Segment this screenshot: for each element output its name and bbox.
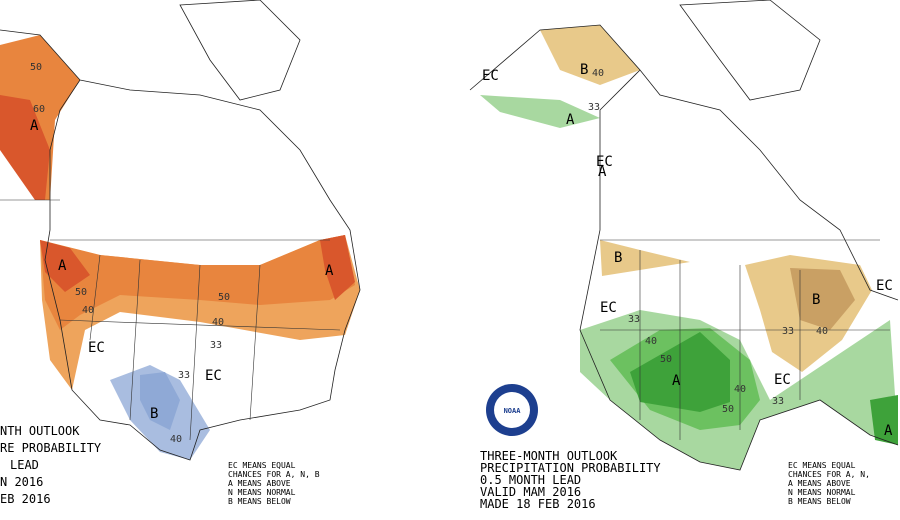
right-labels: EC B 40 33 A B EC 33 50 40 A B 33 40 EC … [482, 62, 893, 439]
contour-label: 33 [178, 370, 190, 381]
ec-label: EC [88, 340, 105, 356]
above-region [480, 95, 600, 128]
contour-label: 33 [628, 314, 640, 325]
below-strong-region [790, 268, 855, 330]
category-label: A [566, 112, 575, 128]
title-line: PRECIPITATION PROBABILITY [480, 461, 661, 475]
right-map: NOAA [469, 0, 899, 471]
above-strong-region [320, 235, 355, 300]
greenland [679, 0, 821, 101]
below-strong-region [140, 372, 180, 430]
category-label: B [812, 292, 820, 308]
above-strong-region [0, 95, 50, 200]
left-labels: 50 60 A A A 50 40 50 40 33 EC 33 EC B 40 [30, 62, 334, 445]
coastline [469, 24, 899, 471]
legend-line: A MEANS ABOVE [228, 479, 291, 488]
below-region [600, 240, 690, 276]
title-line: VALID MAM 2016 [480, 485, 581, 499]
above-region [40, 235, 355, 330]
category-label: A [598, 164, 607, 180]
ec-label: EC [596, 154, 613, 170]
below-region [540, 25, 640, 85]
legend-line: CHANCES FOR A, N, B [228, 470, 320, 479]
category-label: A [672, 373, 681, 389]
category-label: A [30, 118, 39, 134]
left-title: NTH OUTLOOK RE PROBABILITY LEAD N 2016 E… [0, 424, 102, 506]
title-line: RE PROBABILITY [0, 441, 102, 455]
right-legend: EC MEANS EQUAL CHANCES FOR A, N, A MEANS… [788, 461, 870, 506]
above-strong-region [40, 240, 90, 292]
category-label: B [150, 406, 158, 422]
title-line: NTH OUTLOOK [0, 424, 80, 438]
title-line: N 2016 [0, 475, 43, 489]
ec-label: EC [482, 68, 499, 84]
greenland [179, 0, 301, 101]
contour-label: 40 [592, 68, 604, 79]
left-map [0, 0, 361, 461]
contour-label: 40 [645, 336, 657, 347]
left-legend: EC MEANS EQUAL CHANCES FOR A, N, B A MEA… [228, 461, 320, 506]
contour-label: 50 [218, 292, 230, 303]
contour-label: 50 [722, 404, 734, 415]
contour-label: 40 [212, 317, 224, 328]
category-label: A [884, 423, 893, 439]
title-line: EB 2016 [0, 492, 51, 506]
title-line: LEAD [10, 458, 39, 472]
logo-text: NOAA [504, 407, 522, 415]
category-label: A [58, 258, 67, 274]
legend-line: A MEANS ABOVE [788, 479, 851, 488]
ec-label: EC [774, 372, 791, 388]
legend-line: EC MEANS EQUAL [228, 461, 296, 470]
noaa-logo-inner [494, 392, 530, 428]
ec-label: EC [600, 300, 617, 316]
contour-label: 40 [170, 434, 182, 445]
legend-line: N MEANS NORMAL [788, 488, 856, 497]
category-label: B [580, 62, 588, 78]
contour-label: 60 [33, 104, 45, 115]
category-label: B [614, 250, 622, 266]
border [0, 199, 341, 441]
contour-label: 40 [734, 384, 746, 395]
coastline [0, 29, 361, 461]
category-label: A [325, 263, 334, 279]
legend-line: B MEANS BELOW [228, 497, 291, 506]
legend-line: B MEANS BELOW [788, 497, 851, 506]
ec-label: EC [205, 368, 222, 384]
contour-label: 33 [782, 326, 794, 337]
title-line: MADE 18 FEB 2016 [480, 497, 596, 511]
title-line: THREE-MONTH OUTLOOK [480, 449, 618, 463]
title-line: 0.5 MONTH LEAD [480, 473, 581, 487]
contour-label: 33 [772, 396, 784, 407]
contour-label: 50 [660, 354, 672, 365]
border [600, 239, 890, 440]
contour-label: 50 [75, 287, 87, 298]
contour-label: 33 [210, 340, 222, 351]
legend-line: CHANCES FOR A, N, [788, 470, 870, 479]
contour-label: 40 [82, 305, 94, 316]
legend-line: EC MEANS EQUAL [788, 461, 856, 470]
contour-label: 50 [30, 62, 42, 73]
ec-label: EC [876, 278, 893, 294]
legend-line: N MEANS NORMAL [228, 488, 296, 497]
above-strong-region [870, 395, 898, 445]
contour-label: 40 [816, 326, 828, 337]
contour-label: 33 [588, 102, 600, 113]
right-title: THREE-MONTH OUTLOOK PRECIPITATION PROBAB… [480, 449, 661, 511]
